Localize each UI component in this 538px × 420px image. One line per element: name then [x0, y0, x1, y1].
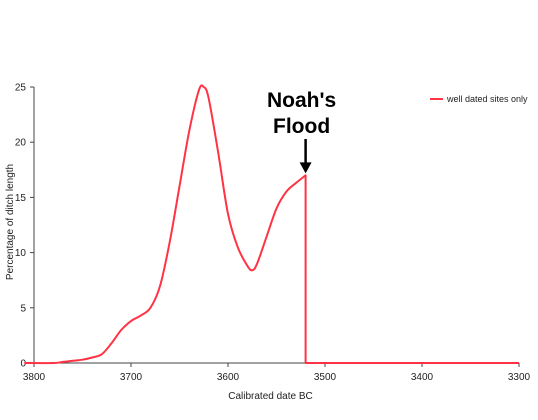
y-tick-label: 5	[20, 303, 26, 314]
legend-label: well dated sites only	[446, 94, 528, 104]
y-tick-label: 15	[15, 193, 27, 204]
y-tick-label: 0	[20, 359, 26, 370]
series-line-0	[24, 84, 519, 365]
y-tick-label: 25	[15, 83, 27, 94]
y-tick-label: 10	[15, 248, 27, 259]
x-tick-label: 3800	[23, 372, 46, 383]
x-tick-label: 3400	[411, 372, 434, 383]
x-tick-label: 3500	[314, 372, 337, 383]
annotation-text: Noah's	[267, 89, 336, 112]
y-tick-label: 20	[15, 138, 27, 149]
x-tick-label: 3300	[508, 372, 531, 383]
x-tick-label: 3700	[120, 372, 143, 383]
x-tick-label: 3600	[217, 372, 240, 383]
annotation-text: Flood	[273, 115, 330, 138]
annotation-arrow-head	[299, 162, 312, 174]
y-axis-label: Percentage of ditch length	[5, 164, 16, 280]
x-axis-label: Calibrated date BC	[228, 391, 313, 402]
